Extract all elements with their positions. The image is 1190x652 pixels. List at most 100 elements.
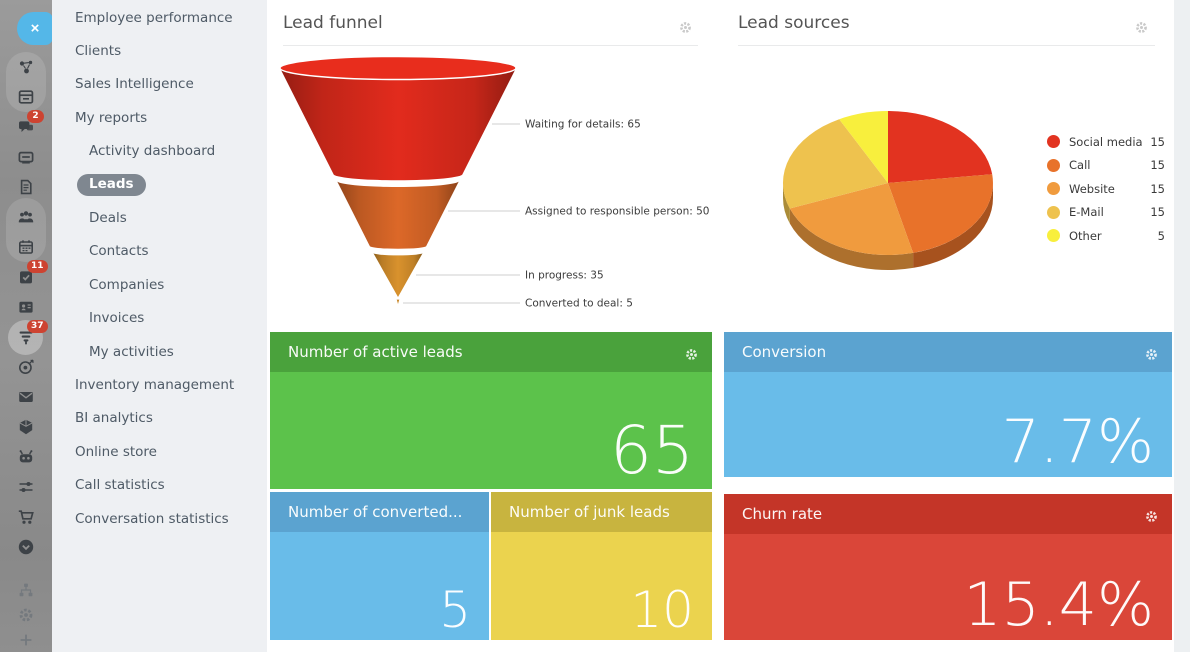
sidebar-item-label: BI analytics [75,410,153,427]
sidebar-item-label: Inventory management [75,376,235,393]
sidebar-item-label: Online store [75,443,157,460]
sidebar-item-bi-analytics[interactable]: BI analytics [52,402,267,435]
svg-text:Waiting for details: 65: Waiting for details: 65 [525,119,641,131]
card-value: 15.4% [963,570,1154,640]
divider [283,45,698,46]
sidebar-item-label: Clients [75,43,122,60]
svg-text:In progress: 35: In progress: 35 [525,270,604,282]
calendar-icon[interactable] [17,238,35,256]
crm-funnel-icon[interactable]: 37 [8,320,48,355]
legend-label: E-Mail [1069,205,1104,220]
sidebar-item-activity-dashboard[interactable]: Activity dashboard [52,135,267,168]
legend-item-e-mail[interactable]: E-Mail 15 [1047,201,1165,225]
sidebar-item-label: My reports [75,109,148,126]
legend-value: 15 [1150,181,1165,196]
collapse-sidebar-button[interactable]: × [17,12,53,45]
sidebar-item-my-activities[interactable]: My activities [52,335,267,368]
kanban-icon[interactable] [17,88,35,106]
card-churn-rate: Churn rate 15.4% [724,494,1172,640]
card-conversion: Conversion 7.7% [724,332,1172,477]
sidebar-item-clients[interactable]: Clients [52,34,267,67]
card-value: 7.7% [1001,407,1154,477]
legend-swatch [1047,182,1060,196]
lead-funnel-title: Lead funnel [283,13,383,33]
card-settings-gear-icon[interactable] [685,346,698,360]
card-title: Number of active leads [288,343,463,361]
contact-card-icon[interactable] [17,298,35,316]
sitemap-icon[interactable] [17,581,35,599]
sidebar-item-label: Conversation statistics [75,510,229,527]
card-number-of-active-leads: Number of active leads 65 [270,332,712,489]
sidebar-item-invoices[interactable]: Invoices [52,302,267,335]
sidebar-item-label: Leads [77,173,146,196]
sidebar-item-label: Activity dashboard [89,143,216,160]
sliders-icon[interactable] [17,478,35,496]
sidebar-item-conversation-statistics[interactable]: Conversation statistics [52,502,267,535]
funnel-settings-gear-icon[interactable] [679,19,692,33]
card-title: Churn rate [742,505,823,523]
card-settings-gear-icon[interactable] [1145,346,1158,360]
plus-icon[interactable] [17,631,35,649]
lead-sources-title: Lead sources [738,13,850,33]
svg-text:Converted to deal: 5: Converted to deal: 5 [525,298,633,310]
card-title: Number of converted... [288,503,463,521]
sidebar-item-companies[interactable]: Companies [52,268,267,301]
sources-settings-gear-icon[interactable] [1135,19,1148,33]
document-icon[interactable] [17,178,35,196]
card-value: 65 [610,412,694,490]
legend-value: 15 [1150,205,1165,220]
legend-label: Call [1069,158,1091,173]
sidebar-item-call-statistics[interactable]: Call statistics [52,468,267,501]
pulse-icon[interactable] [17,58,35,76]
legend-item-social-media[interactable]: Social media 15 [1047,130,1165,154]
mail-icon[interactable] [17,388,35,406]
sidebar-item-deals[interactable]: Deals [52,201,267,234]
card-number-of-converted-leads: Number of converted... 5 [270,492,489,640]
svg-text:Assigned to responsible person: Assigned to responsible person: 50 [525,206,709,218]
sidebar-item-leads[interactable]: Leads [52,168,267,201]
sidebar-item-employee-performance[interactable]: Employee performance [52,1,267,34]
sidebar-item-label: My activities [89,343,174,360]
legend-item-call[interactable]: Call 15 [1047,154,1165,178]
legend-item-website[interactable]: Website 15 [1047,177,1165,201]
card-settings-gear-icon[interactable] [1145,508,1158,522]
chevron-circle-icon[interactable] [17,538,35,556]
legend-label: Social media [1069,134,1143,149]
legend-value: 15 [1150,134,1165,149]
target-icon[interactable] [17,358,35,376]
cube-icon[interactable] [17,418,35,436]
sidebar-item-online-store[interactable]: Online store [52,435,267,468]
legend-value: 5 [1157,228,1165,243]
sidebar-item-label: Employee performance [75,9,233,26]
app-icon-rail: × 2 11 37 [0,0,53,652]
drawer-icon[interactable] [17,148,35,166]
legend-swatch [1047,158,1060,172]
cart-icon[interactable] [17,508,35,526]
card-value: 5 [439,580,471,639]
gear-icon[interactable] [17,606,35,624]
pie-legend: Social media 15 Call 15 Website 15 E-Mail 15 Oth… [1047,130,1165,248]
robot-icon[interactable] [17,448,35,466]
legend-item-other[interactable]: Other 5 [1047,224,1165,248]
sidebar-item-contacts[interactable]: Contacts [52,235,267,268]
legend-label: Other [1069,228,1102,243]
chat-icon[interactable]: 2 [17,110,44,136]
notification-badge: 2 [27,110,44,123]
legend-swatch [1047,205,1060,219]
sidebar-item-inventory-management[interactable]: Inventory management [52,368,267,401]
sidebar-menu: Employee performance Clients Sales Intelli… [52,0,267,652]
sidebar-item-my-reports[interactable]: My reports [52,101,267,134]
lead-sources-chart [782,110,993,270]
sidebar-item-label: Deals [89,210,127,227]
card-title: Conversion [742,343,827,361]
legend-label: Website [1069,181,1115,196]
people-icon[interactable] [17,208,35,226]
sidebar-item-label: Invoices [89,310,145,327]
sidebar-item-label: Contacts [89,243,149,260]
tasks-icon[interactable]: 11 [17,260,48,286]
card-number-of-junk-leads: Number of junk leads 10 [491,492,712,640]
notification-badge: 11 [27,260,48,273]
legend-value: 15 [1150,158,1165,173]
sidebar-item-sales-intelligence[interactable]: Sales Intelligence [52,68,267,101]
